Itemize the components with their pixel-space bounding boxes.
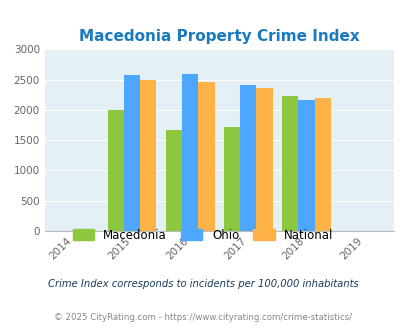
Bar xyxy=(107,110,124,231)
Title: Macedonia Property Crime Index: Macedonia Property Crime Index xyxy=(79,29,359,44)
Bar xyxy=(181,74,198,231)
Bar xyxy=(223,127,240,231)
Bar xyxy=(198,82,214,231)
Bar xyxy=(256,87,272,231)
Bar xyxy=(281,96,298,231)
Text: Crime Index corresponds to incidents per 100,000 inhabitants: Crime Index corresponds to incidents per… xyxy=(47,279,358,289)
Bar xyxy=(298,100,314,231)
Bar xyxy=(240,84,256,231)
Bar xyxy=(140,80,156,231)
Bar xyxy=(165,130,181,231)
Text: © 2025 CityRating.com - https://www.cityrating.com/crime-statistics/: © 2025 CityRating.com - https://www.city… xyxy=(54,313,351,322)
Bar xyxy=(124,75,140,231)
Legend: Macedonia, Ohio, National: Macedonia, Ohio, National xyxy=(68,224,337,247)
Bar xyxy=(314,98,330,231)
